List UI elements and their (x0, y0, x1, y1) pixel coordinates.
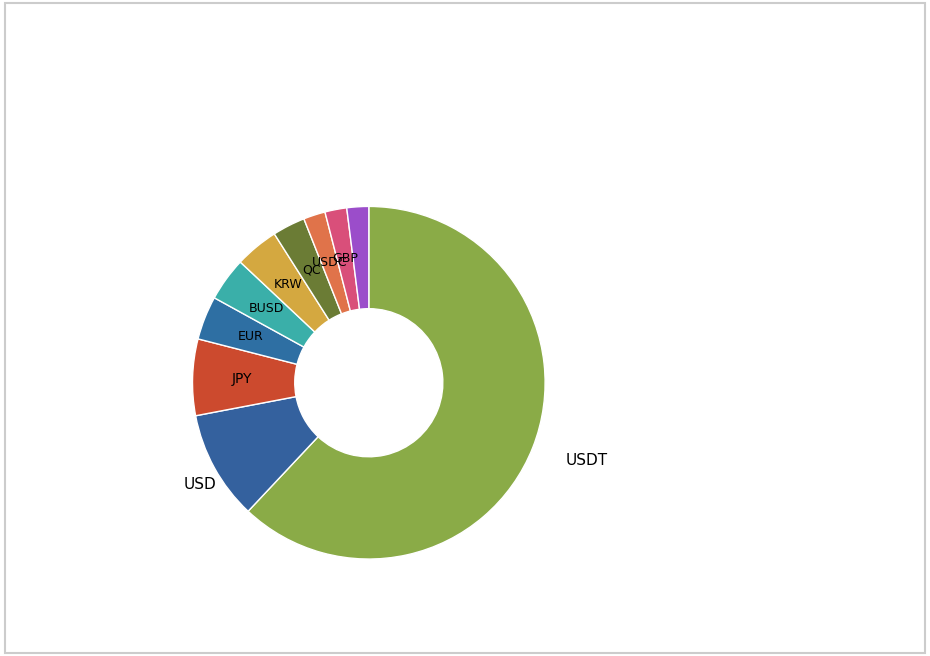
Text: QC: QC (302, 263, 321, 276)
Text: BUSD: BUSD (248, 302, 284, 315)
Text: GBP: GBP (332, 251, 358, 264)
Text: JPY: JPY (232, 372, 252, 386)
Text: USD: USD (183, 477, 216, 492)
Wedge shape (195, 397, 318, 511)
Wedge shape (304, 212, 351, 314)
Text: USDT: USDT (565, 453, 607, 468)
Wedge shape (198, 298, 304, 364)
Text: USDC: USDC (312, 255, 347, 268)
Wedge shape (214, 262, 315, 347)
Wedge shape (193, 339, 297, 416)
Wedge shape (248, 207, 545, 559)
Wedge shape (274, 219, 341, 320)
Text: KRW: KRW (273, 278, 302, 291)
Wedge shape (347, 207, 369, 309)
Text: EUR: EUR (238, 329, 264, 342)
Text: BTC Volume by Currency: BTC Volume by Currency (301, 39, 629, 63)
Wedge shape (240, 234, 329, 332)
Wedge shape (325, 208, 360, 311)
